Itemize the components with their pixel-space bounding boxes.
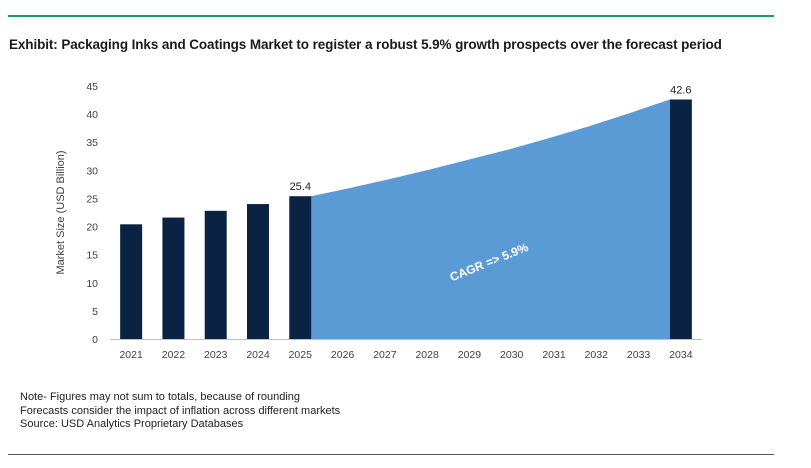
y-tick-5: 5: [92, 306, 98, 318]
y-tick-10: 10: [86, 278, 98, 290]
x-tick-2022: 2022: [162, 349, 186, 361]
cagr-area: [311, 99, 670, 339]
x-tick-2031: 2031: [542, 349, 566, 361]
footer-divider: [8, 454, 774, 455]
x-tick-2021: 2021: [119, 349, 143, 361]
x-tick-2028: 2028: [415, 349, 439, 361]
y-tick-0: 0: [92, 334, 98, 346]
y-tick-20: 20: [86, 222, 98, 234]
chart-notes: Note- Figures may not sum to totals, bec…: [20, 391, 340, 432]
bar-2034: [669, 99, 692, 339]
x-tick-2023: 2023: [204, 349, 228, 361]
x-tick-2027: 2027: [373, 349, 397, 361]
note-source: Source: USD Analytics Proprietary Databa…: [20, 418, 244, 430]
y-tick-45: 45: [86, 81, 98, 93]
y-axis-title: Market Size (USD Billion): [55, 150, 67, 274]
chart-title: Exhibit: Packaging Inks and Coatings Mar…: [9, 37, 722, 52]
data-label-2034: 42.6: [670, 84, 691, 96]
bar-2021: [120, 224, 143, 339]
y-tick-15: 15: [86, 250, 98, 262]
x-tick-2026: 2026: [331, 349, 355, 361]
x-tick-2032: 2032: [585, 349, 609, 361]
x-tick-2024: 2024: [246, 349, 270, 361]
y-tick-25: 25: [86, 193, 98, 205]
bar-2022: [162, 217, 185, 339]
x-tick-2025: 2025: [289, 349, 313, 361]
x-tick-2029: 2029: [458, 349, 482, 361]
bar-2024: [247, 204, 269, 339]
x-tick-2033: 2033: [627, 349, 651, 361]
bar-2025: [289, 196, 312, 339]
bar-2023: [204, 210, 227, 339]
title-divider: [8, 15, 774, 17]
data-label-2025: 25.4: [290, 181, 311, 193]
y-tick-35: 35: [86, 137, 98, 149]
x-tick-2030: 2030: [500, 349, 524, 361]
note-inflation: Forecasts consider the impact of inflati…: [20, 404, 341, 417]
y-tick-30: 30: [86, 165, 98, 177]
note-rounding: Note- Figures may not sum to totals, bec…: [20, 391, 301, 403]
x-tick-2034: 2034: [669, 349, 693, 361]
y-tick-40: 40: [86, 109, 98, 121]
